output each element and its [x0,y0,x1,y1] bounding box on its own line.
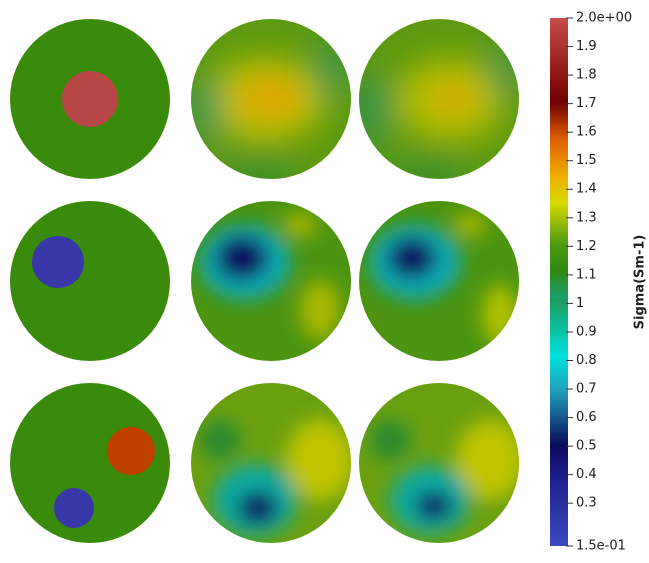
colorbar-tick-label: 1.6 [576,125,597,140]
colorbar-tick-label: 1.1 [576,267,597,282]
colorbar-tick-label: 1.8 [576,68,597,83]
colorbar-tick-label: 0.7 [576,382,597,397]
colorbar-tick-label: 0.9 [576,324,597,339]
colorbar-tick-label: 0.6 [576,410,597,425]
colorbar-tick-label: 0.5 [576,439,597,454]
colorbar-label: Sigma(Sm-1) [633,235,648,330]
colorbar-tick-label: 1.3 [576,210,597,225]
colorbar-tick-label: 1.4 [576,182,597,197]
colorbar-tick-label: 1.2 [576,239,597,254]
colorbar-tick-label: 0.3 [576,496,597,511]
colorbar-tick-label: 0.8 [576,353,597,368]
colorbar-tick-label: 1.5e-01 [576,539,626,554]
colorbar-tick-label: 1.5 [576,153,597,168]
colorbar-tick-label: 1 [576,296,584,311]
colorbar-tick-label: 1.7 [576,96,597,111]
colorbar-tick-label: 2.0e+00 [576,11,632,26]
colorbar [550,18,568,546]
colorbar-tick-label: 0.4 [576,467,597,482]
ground-truth-images [10,19,170,543]
reconstruction-images [191,19,519,543]
colorbar-tick-label: 1.9 [576,39,597,54]
